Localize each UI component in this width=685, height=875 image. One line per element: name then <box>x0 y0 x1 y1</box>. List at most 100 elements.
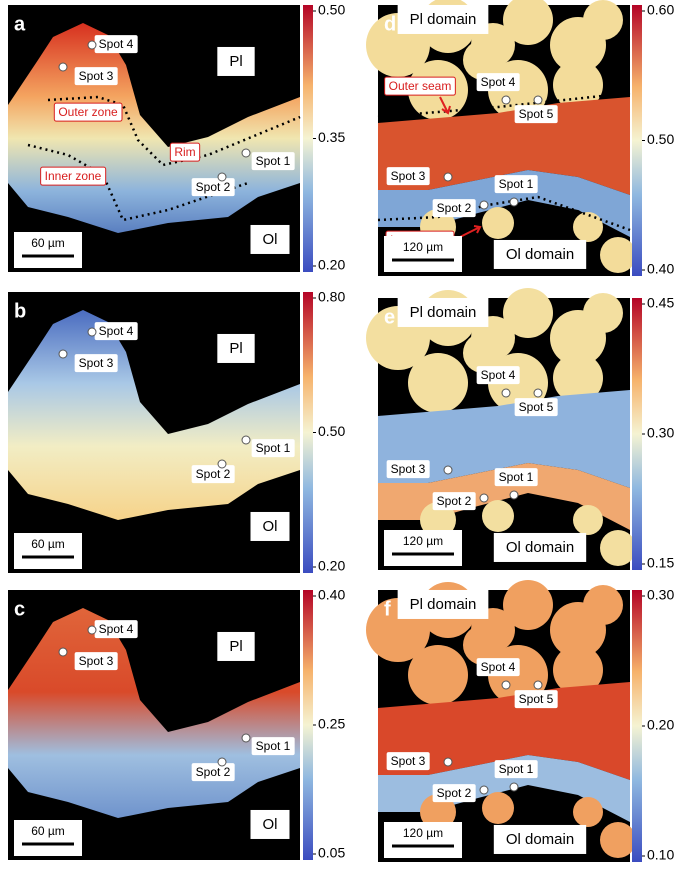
spot-label: Spot 5 <box>519 400 554 414</box>
panel: e Pl domain Spot 4 Spot 5 Spot 3 Spot 2 Spot 1… <box>366 288 636 570</box>
spot-label: Spot 1 <box>256 441 291 455</box>
spot-marker <box>479 493 489 503</box>
domain-label-box <box>397 297 489 327</box>
spot-marker <box>58 349 68 359</box>
spot-label: Spot 3 <box>391 169 426 183</box>
spot-label: Spot 1 <box>256 154 291 168</box>
crystal <box>463 40 503 80</box>
domain-label-box <box>217 631 255 661</box>
seam-boundary <box>377 91 631 119</box>
scale-bar-box <box>384 822 462 858</box>
domain-label-box <box>217 46 255 76</box>
spot-label: Spot 3 <box>391 754 426 768</box>
spot-label-box <box>476 658 520 677</box>
spot-label-box <box>191 763 235 782</box>
spot-marker <box>509 197 519 207</box>
spot-marker <box>509 490 519 500</box>
crystal <box>482 792 514 824</box>
spot-label: Spot 1 <box>499 177 534 191</box>
domain-label-box <box>493 239 587 269</box>
spot-label: Spot 4 <box>481 368 516 382</box>
spot-label-box <box>432 784 476 803</box>
crystal <box>600 530 636 566</box>
spot-label: Spot 5 <box>519 107 554 121</box>
spot-label-box <box>74 354 118 373</box>
spot-label: Spot 1 <box>499 762 534 776</box>
colorbar-tick-label: 0.15 <box>647 555 674 571</box>
colorbar-tick-label: 0.60 <box>647 2 674 18</box>
scale-bar-label: 60 µm <box>31 824 65 838</box>
zone-boundary <box>47 95 301 167</box>
domain-label: Ol <box>263 231 278 248</box>
spot-label-box <box>94 620 138 639</box>
spot-marker <box>87 327 97 337</box>
zone-label: Rim <box>174 145 195 159</box>
panel-letter: e <box>384 306 395 328</box>
spot-label-box <box>386 167 430 186</box>
panel: c Spot 4 Spot 3 Pl Spot 1 Spot 2 Ol 60 µm <box>8 590 300 860</box>
crystal <box>600 237 636 273</box>
spot-label-box <box>386 460 430 479</box>
spot-marker <box>217 172 227 182</box>
spot-label: Spot 4 <box>481 75 516 89</box>
spot-marker <box>217 757 227 767</box>
spot-label: Spot 2 <box>437 201 472 215</box>
crystal <box>553 60 603 110</box>
spot-label: Spot 4 <box>99 37 134 51</box>
zone-label: Outer zone <box>58 105 118 119</box>
scale-bar-label: 60 µm <box>31 236 65 250</box>
colorbar-tick-label: 0.50 <box>647 131 674 147</box>
scale-bar-box <box>14 232 82 268</box>
panel: b Spot 4 Spot 3 Pl Spot 1 Spot 2 Ol 60 µm <box>8 292 300 573</box>
crystal <box>573 505 603 535</box>
zone-label-box <box>53 102 123 122</box>
colorbar-tick-label: 0.05 <box>318 845 345 861</box>
domain-label: Pl domain <box>410 11 477 28</box>
spot-label-box <box>494 760 538 779</box>
colorbar-tick-label: 0.35 <box>318 129 345 145</box>
spot-marker <box>533 680 543 690</box>
spot-label-box <box>494 468 538 487</box>
map-band <box>378 390 630 488</box>
panel-letter: b <box>14 300 26 322</box>
panel: a Spot 4 Spot 3 Pl Spot 1 Spot 2 Ol Outer zone R… <box>8 5 301 272</box>
panel-letter: a <box>14 13 26 35</box>
spot-marker <box>501 95 511 105</box>
colorbar-tick-label: 0.50 <box>318 2 345 18</box>
spot-label: Spot 2 <box>437 494 472 508</box>
colorbar <box>303 292 313 573</box>
colorbar-tick-label: 0.20 <box>318 558 345 574</box>
domain-label: Pl <box>229 340 242 357</box>
spot-marker <box>533 95 543 105</box>
crystal <box>573 212 603 242</box>
crystal <box>553 353 603 403</box>
crystal <box>583 293 623 333</box>
spot-marker <box>443 172 453 182</box>
domain-label: Ol <box>263 518 278 535</box>
domain-label: Ol domain <box>506 539 574 556</box>
spot-label-box <box>94 322 138 341</box>
colorbar-tick-label: 0.25 <box>318 716 345 732</box>
colorbar-tick-label: 0.50 <box>318 423 345 439</box>
spot-marker <box>241 435 251 445</box>
spot-label-box <box>476 73 520 92</box>
colorbar-tick-label: 0.45 <box>647 295 674 311</box>
domain-label-box <box>250 224 290 254</box>
spot-label: Spot 4 <box>99 622 134 636</box>
domain-label-box <box>493 824 587 854</box>
map-band <box>378 682 630 780</box>
scale-bar-label: 120 µm <box>403 826 443 840</box>
arrow <box>439 96 451 115</box>
crystal <box>583 0 623 40</box>
spot-label: Spot 3 <box>391 462 426 476</box>
spot-label-box <box>251 737 295 756</box>
spot-marker <box>533 388 543 398</box>
arrow <box>459 225 482 238</box>
scale-bar-label: 60 µm <box>31 537 65 551</box>
crystal <box>503 288 553 338</box>
zone-label: Inner zone <box>45 169 102 183</box>
spot-marker <box>241 733 251 743</box>
spot-label-box <box>74 652 118 671</box>
crystal <box>600 822 636 858</box>
